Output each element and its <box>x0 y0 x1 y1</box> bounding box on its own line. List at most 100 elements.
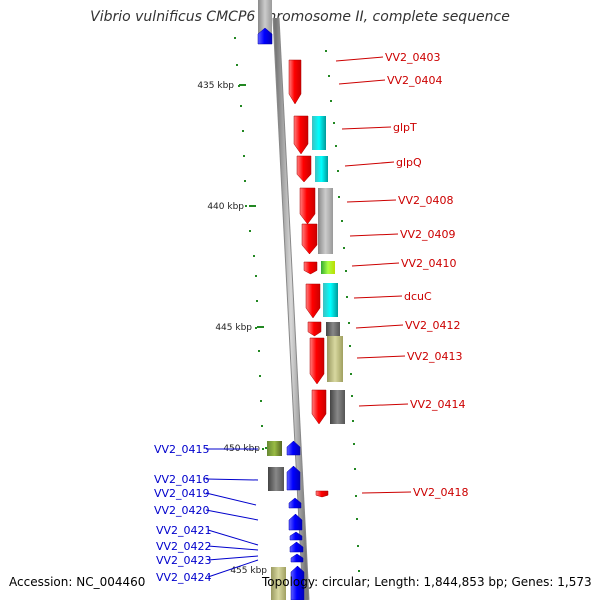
tick-mark-r5 <box>337 170 339 172</box>
companion-box-6 <box>327 336 343 382</box>
reverse-label-1: VV2_0416 <box>154 473 210 486</box>
forward-leader-3 <box>344 161 395 167</box>
tick-mark-r8 <box>343 247 345 249</box>
backbone-line-highlight <box>273 17 309 600</box>
forward-label-4: VV2_0408 <box>398 194 454 207</box>
tick-mark-8 <box>249 230 251 232</box>
reverse-gene-7 <box>290 565 305 600</box>
label-layer: VV2_0403 VV2_0404 glpT glpQ VV2_0408 VV2_0409… <box>154 51 469 584</box>
tick-mark-12 <box>255 327 257 329</box>
backbone-layer <box>272 17 310 600</box>
tick-mark-6 <box>244 180 246 182</box>
reverse-label-4: VV2_0421 <box>156 524 212 537</box>
tick-mark-5 <box>243 155 245 157</box>
forward-leader-10 <box>358 403 409 407</box>
reverse-label-0: VV2_0415 <box>154 443 210 456</box>
ruler-label-0: 435 kbp <box>197 81 234 91</box>
tick-mark-4 <box>242 130 244 132</box>
tick-mark-13 <box>258 350 260 352</box>
tick-mark-r9 <box>345 270 347 272</box>
forward-label-2: glpT <box>393 121 417 134</box>
tick-mark-r3 <box>333 122 335 124</box>
forward-label-3: glpQ <box>396 156 422 169</box>
reverse-gene-1 <box>286 465 301 491</box>
forward-leader-2 <box>341 126 392 130</box>
feature-layer <box>257 0 345 600</box>
forward-leader-9 <box>356 355 406 359</box>
forward-label-0: VV2_0403 <box>385 51 441 64</box>
reverse-leader-7 <box>207 559 259 578</box>
forward-label-8: VV2_0412 <box>405 319 461 332</box>
forward-gene-1 <box>293 115 309 155</box>
tick-mark-r19 <box>356 518 358 520</box>
reverse-leader-3 <box>205 509 259 521</box>
forward-label-1: VV2_0404 <box>387 74 443 87</box>
forward-gene-6 <box>305 283 321 319</box>
companion-box-5 <box>326 322 340 336</box>
forward-leader-6 <box>351 262 400 267</box>
tick-mark-r18 <box>355 495 357 497</box>
forward-leader-8 <box>355 324 404 329</box>
tick-mark-r17 <box>354 468 356 470</box>
reverse-leader-4 <box>207 529 259 546</box>
tick-mark-16 <box>261 425 263 427</box>
companion-box-1 <box>315 156 328 182</box>
tick-mark-r13 <box>350 373 352 375</box>
tick-mark-3 <box>240 105 242 107</box>
tick-mark-r12 <box>349 345 351 347</box>
forward-gene-9 <box>311 389 327 425</box>
forward-gene-5 <box>303 261 318 275</box>
tick-mark-15 <box>260 400 262 402</box>
companion-box-4 <box>323 283 338 317</box>
forward-gene-7 <box>307 321 322 337</box>
ruler-label-4: 455 kbp <box>230 566 267 576</box>
tick-mark-r16 <box>353 443 355 445</box>
reverse-gene-4 <box>289 531 303 541</box>
tick-mark-r20 <box>357 545 359 547</box>
tick-mark-0 <box>234 37 236 39</box>
ruler-tick-0 <box>239 84 246 86</box>
reverse-label-2: VV2_0419 <box>154 487 210 500</box>
tick-mark-r2 <box>330 100 332 102</box>
tick-mark-r15 <box>352 420 354 422</box>
reverse-gene-0 <box>286 440 301 456</box>
feature-top-blue <box>257 27 273 45</box>
companion-box-3 <box>321 261 335 274</box>
reverse-gene-5 <box>289 541 304 553</box>
forward-label-7: dcuC <box>404 290 432 303</box>
reverse-label-7: VV2_0424 <box>156 571 212 584</box>
companion-box-0 <box>312 116 326 150</box>
tick-mark-r0 <box>325 50 327 52</box>
map-title: Vibrio vulnificus CMCP6 chromosome II, c… <box>90 9 510 25</box>
reverse-leader-6 <box>207 555 259 561</box>
tick-mark-9 <box>253 255 255 257</box>
companion-box-7 <box>330 390 345 424</box>
forward-label-10: VV2_0414 <box>410 398 466 411</box>
forward-label-5: VV2_0409 <box>400 228 456 241</box>
tick-mark-r4 <box>335 145 337 147</box>
companion-box-2 <box>318 188 333 254</box>
reverse-label-3: VV2_0420 <box>154 504 210 517</box>
accession-text: Accession: NC_004460 <box>9 575 146 589</box>
reverse-gene-6 <box>290 553 304 563</box>
tick-mark-r1 <box>328 75 330 77</box>
sequence-summary: Topology: circular; Length: 1,844,853 bp… <box>262 575 592 589</box>
forward-gene-2 <box>296 155 312 183</box>
forward-gene-0 <box>288 59 302 105</box>
forward-gene-8 <box>309 337 325 385</box>
forward-gene-10 <box>315 490 329 498</box>
reverse-companion-1 <box>268 467 284 491</box>
forward-gene-3 <box>299 187 316 225</box>
forward-leader-5 <box>349 233 399 237</box>
reverse-companion-0 <box>267 441 282 456</box>
forward-gene-4 <box>301 223 318 255</box>
reverse-gene-2 <box>288 497 302 509</box>
tick-mark-r6 <box>338 196 340 198</box>
ruler-tick-2 <box>257 326 264 328</box>
reverse-label-6: VV2_0423 <box>156 554 212 567</box>
tick-mark-10 <box>255 275 257 277</box>
forward-leader-7 <box>353 295 403 299</box>
forward-leader-1 <box>338 79 386 85</box>
